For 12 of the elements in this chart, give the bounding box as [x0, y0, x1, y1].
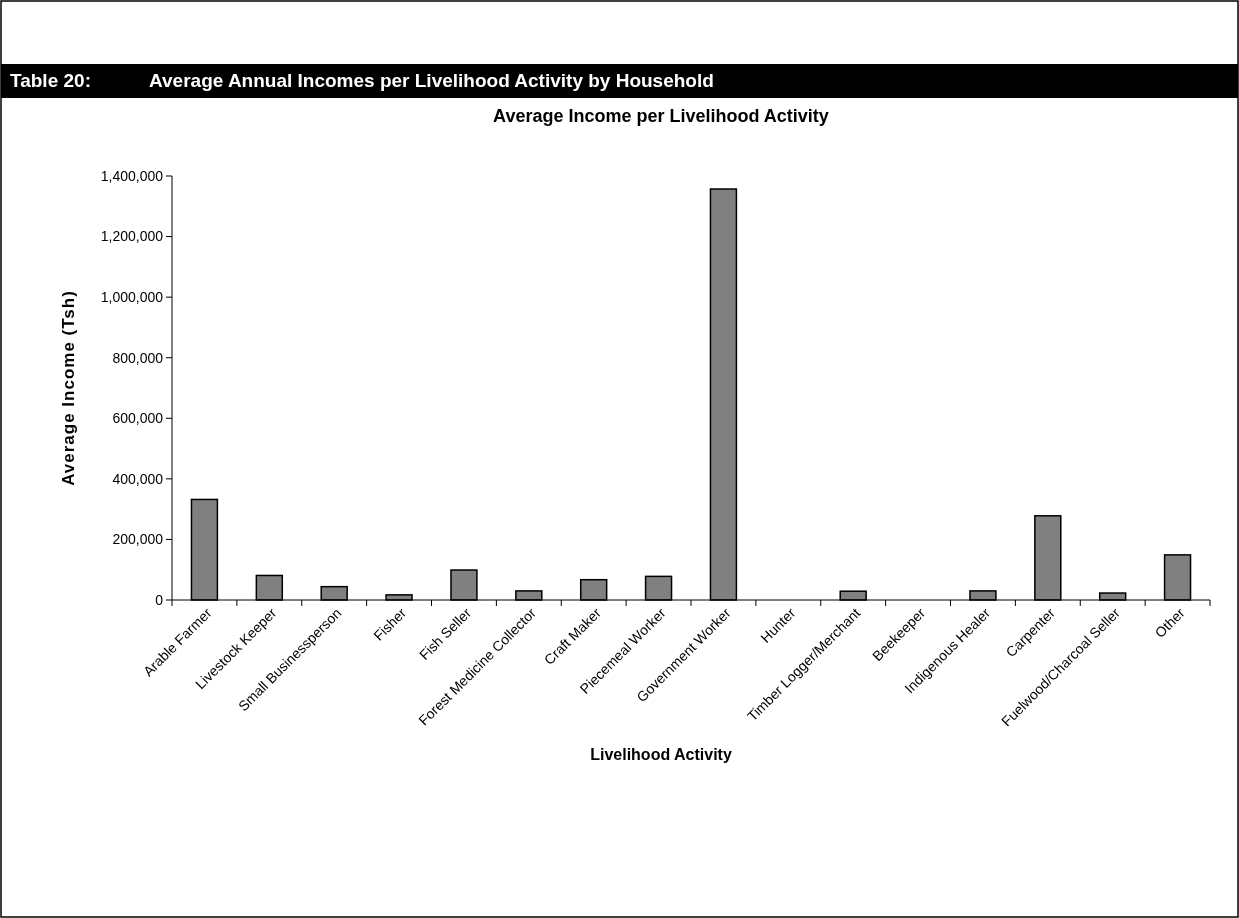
y-tick-label: 1,400,000: [100, 167, 164, 184]
chart-subtitle: Average Income per Livelihood Activity: [493, 106, 829, 126]
x-axis-title: Livelihood Activity: [590, 746, 732, 763]
y-axis-title: Average Income (Tsh): [59, 290, 78, 486]
chart-title: Table 20: Average Annual Incomes per Livelihood Activity by Household: [10, 70, 714, 91]
y-tick-label: 200,000: [112, 531, 164, 548]
y-tick-label: 800,000: [112, 349, 164, 366]
y-tick-label: 600,000: [112, 410, 164, 427]
y-tick-label: 400,000: [112, 470, 164, 487]
y-tick-label: 1,000,000: [100, 289, 164, 306]
y-tick-label: 1,200,000: [100, 228, 164, 245]
y-tick-label: 0: [155, 591, 164, 608]
